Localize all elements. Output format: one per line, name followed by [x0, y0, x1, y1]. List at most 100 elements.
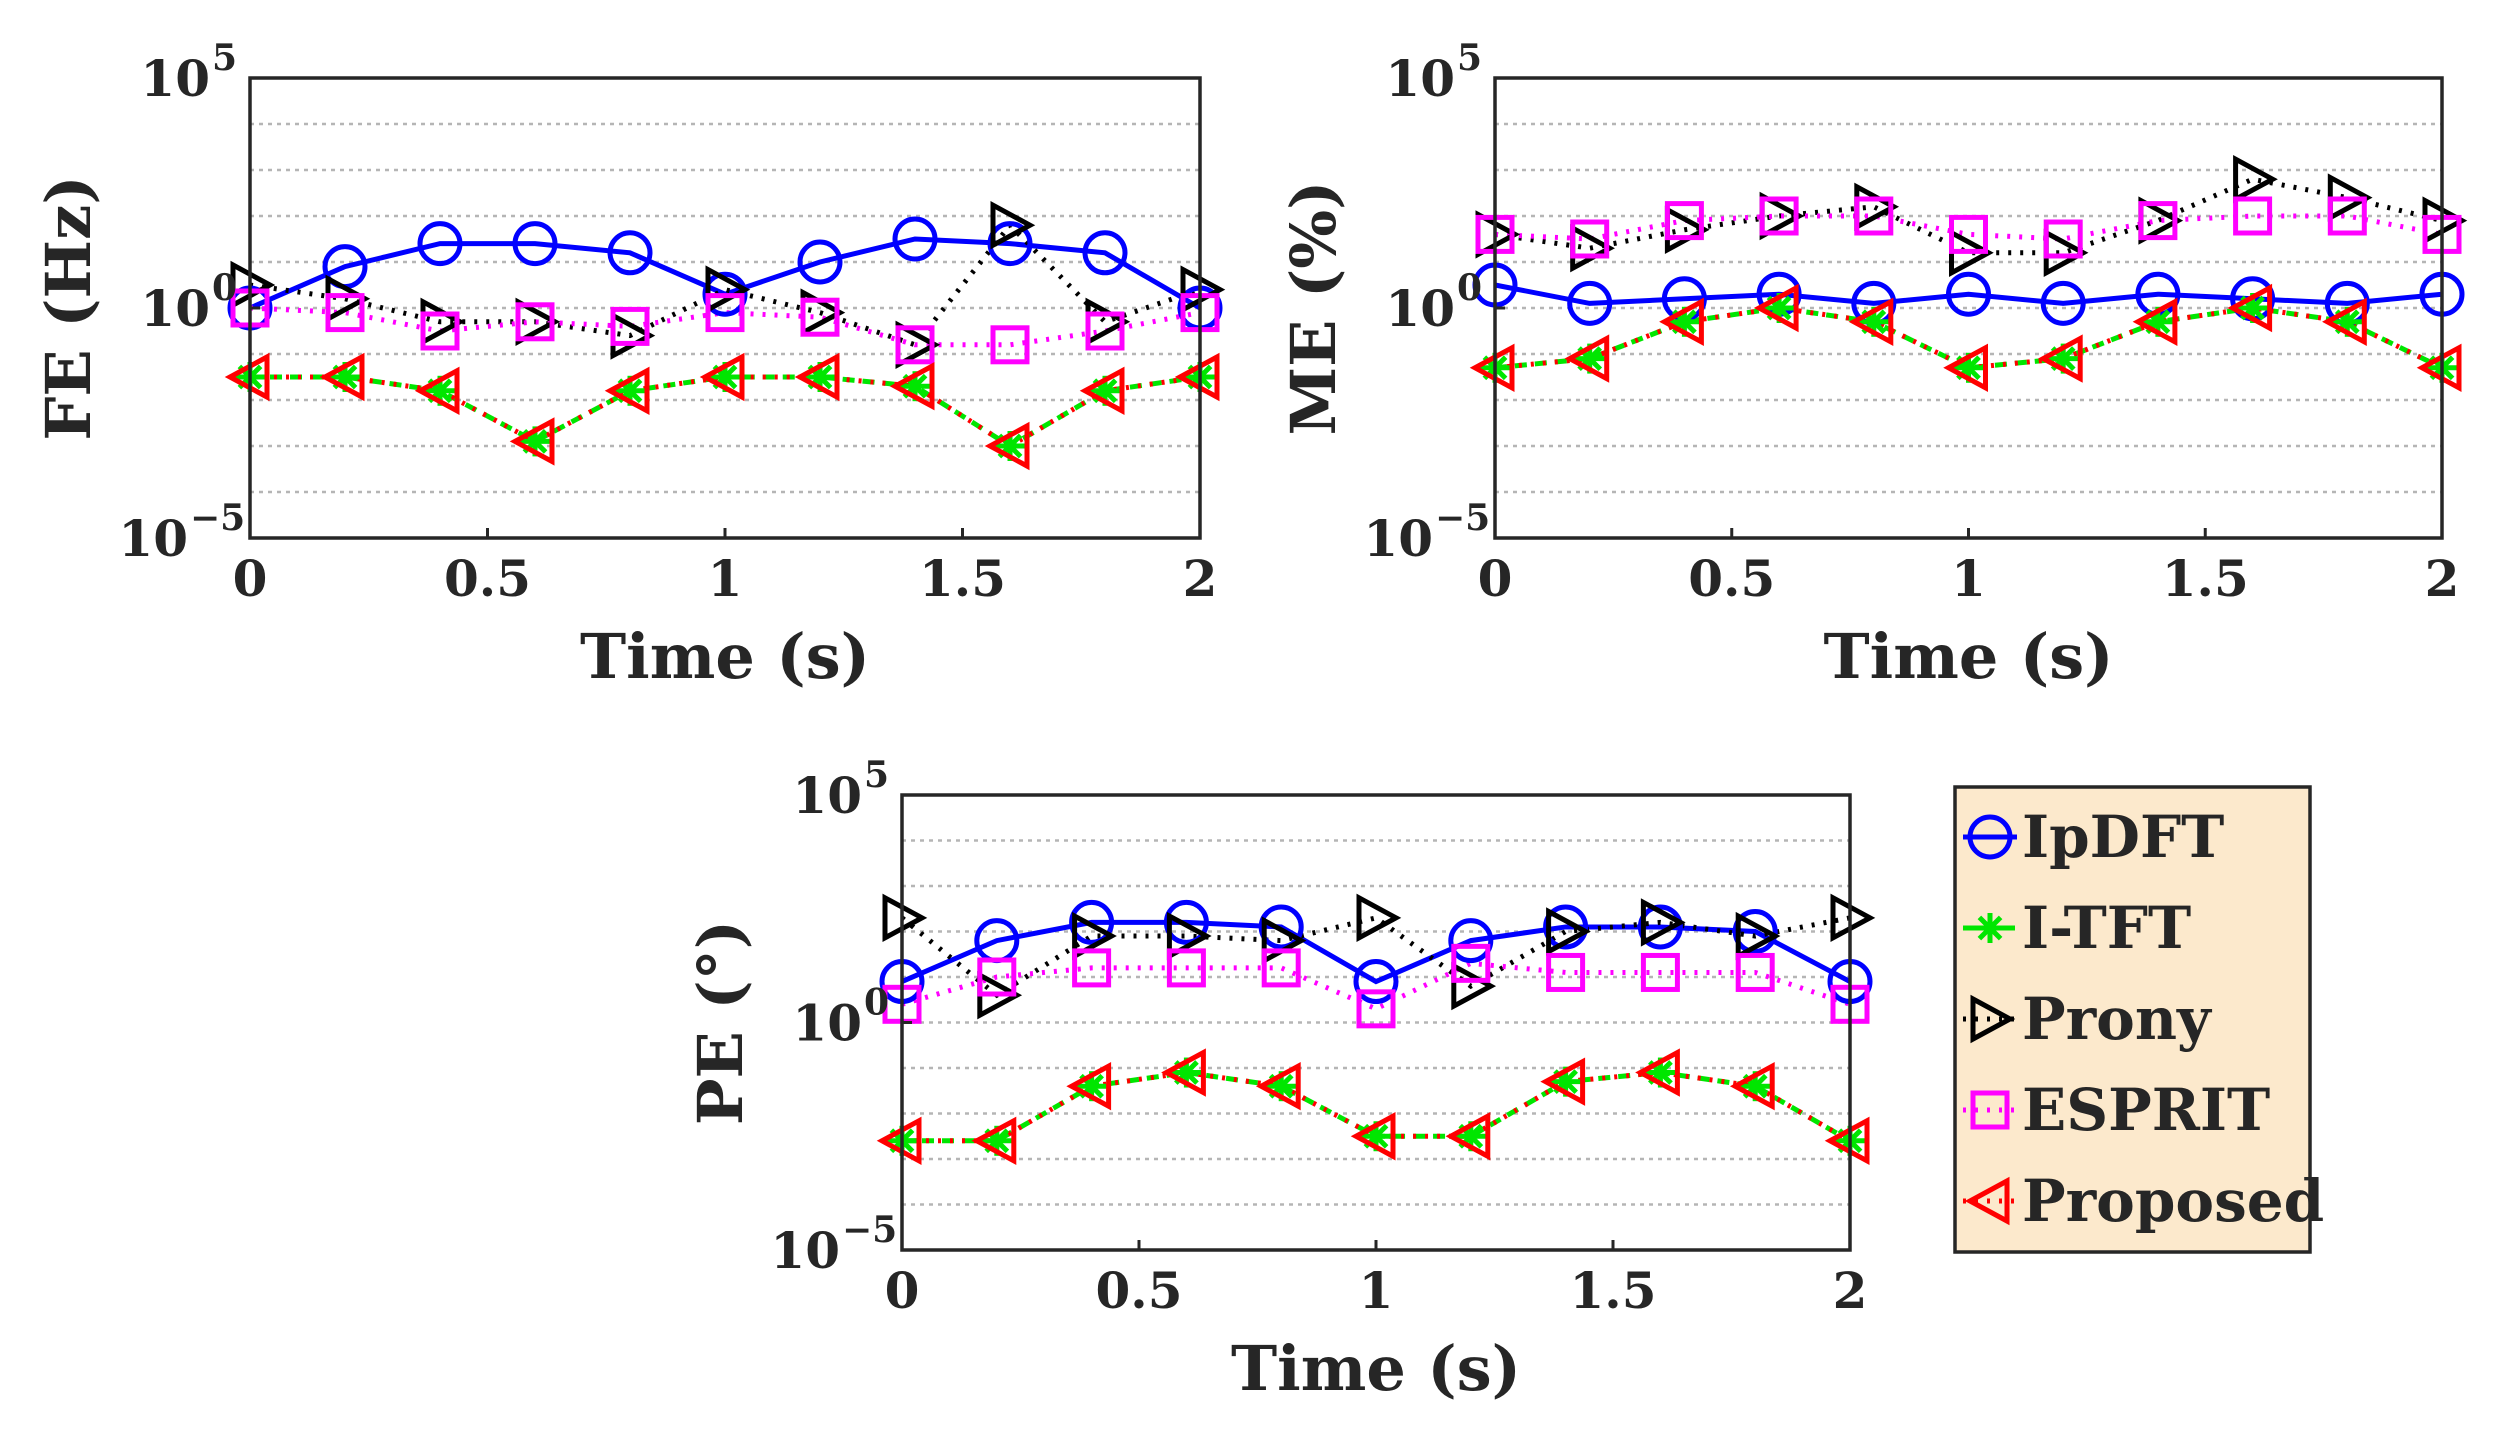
- data-point-ipdft-marker: [1567, 280, 1613, 326]
- gridlines: [1495, 122, 2442, 494]
- data-point-proposed-marker: [1848, 297, 1894, 346]
- data-point-esprit-marker: [1085, 311, 1125, 351]
- x-tick-label: 2: [1833, 1261, 1868, 1320]
- data-point-esprit-marker: [990, 325, 1030, 365]
- data-point-esprit-marker: [977, 957, 1017, 997]
- y-axis-label: ME (%): [1277, 180, 1350, 435]
- data-point-prony-marker: [1451, 961, 1497, 1011]
- series-line-ipdft: [901, 919, 1852, 985]
- x-tick-label: 1.5: [919, 549, 1006, 608]
- legend-i-tft-marker: [1975, 913, 2005, 943]
- series-line-i-tft: [1494, 305, 2444, 371]
- x-tick-label: 0: [233, 549, 268, 608]
- data-point-proposed-marker: [794, 352, 840, 402]
- y-tick-label: 10: [1385, 49, 1455, 108]
- data-point-ipdft-marker: [1353, 959, 1399, 1005]
- series-markers-esprit: [1475, 196, 2462, 259]
- data-point-esprit-marker: [1664, 201, 1704, 241]
- data-point-prony-marker: [1735, 911, 1781, 961]
- legend-prony-marker: [1970, 994, 2016, 1044]
- data-point-esprit-marker: [610, 306, 650, 346]
- data-point-ipdft-marker: [1946, 271, 1991, 317]
- data-point-proposed-marker: [1635, 1048, 1680, 1097]
- x-tick-label: 0: [885, 1261, 920, 1320]
- y-tick-label: 10: [118, 509, 188, 568]
- x-tick-label: 0.5: [1688, 549, 1775, 608]
- series-markers-esprit: [882, 943, 1870, 1029]
- series-group: [1469, 155, 2468, 392]
- x-tick-label: 1.5: [2162, 549, 2249, 608]
- y-tick-exponent: −5: [842, 1209, 897, 1251]
- data-point-esprit-marker: [1640, 952, 1680, 992]
- y-axis-label: PE (°): [684, 920, 757, 1125]
- data-point-ipdft-marker: [892, 216, 938, 262]
- data-point-esprit-marker: [1949, 214, 1988, 254]
- x-axis-label: Time (s): [580, 620, 870, 693]
- series-group: [876, 893, 1876, 1165]
- data-point-esprit-marker: [2233, 196, 2273, 236]
- data-point-ipdft-marker: [1082, 230, 1128, 276]
- data-point-esprit-marker: [1735, 952, 1775, 992]
- x-tick-label: 1: [1951, 549, 1986, 608]
- data-point-prony-marker: [1072, 911, 1117, 961]
- data-point-proposed-marker: [509, 417, 555, 466]
- series-markers-esprit: [230, 288, 1220, 365]
- data-point-proposed-marker: [1753, 283, 1799, 333]
- y-tick-exponent: 0: [864, 982, 889, 1024]
- data-point-prony-marker: [1640, 898, 1686, 947]
- data-point-proposed-marker: [2227, 283, 2273, 333]
- data-point-proposed-marker: [1066, 1062, 1112, 1111]
- data-point-esprit-marker: [325, 293, 365, 333]
- series-markers-ipdft: [227, 216, 1223, 331]
- y-tick-exponent: 0: [212, 267, 237, 309]
- data-point-proposed-marker: [1659, 297, 1704, 346]
- series-markers-i-tft: [235, 362, 1215, 461]
- x-ticks: 0 0.5 1 1.5 2: [1478, 528, 2460, 608]
- legend-label: IpDFT: [2022, 803, 2224, 871]
- data-point-esprit-marker: [1356, 989, 1396, 1029]
- series-markers-prony: [882, 893, 1876, 1020]
- x-tick-label: 1: [1359, 1261, 1394, 1320]
- y-tick-label: 10: [792, 994, 862, 1053]
- data-point-ipdft-marker: [607, 230, 653, 276]
- legend-label: ESPRIT: [2022, 1076, 2270, 1144]
- data-point-esprit-marker: [1261, 948, 1301, 988]
- x-tick-label: 2: [2425, 549, 2460, 608]
- data-point-proposed-marker: [2132, 297, 2178, 346]
- data-point-ipdft-marker: [512, 221, 558, 267]
- data-point-esprit-marker: [2043, 219, 2083, 259]
- series-line-prony: [1494, 176, 2443, 256]
- data-point-ipdft-marker: [2040, 280, 2086, 326]
- y-tick-exponent: 5: [864, 754, 889, 796]
- data-point-prony-marker: [2043, 228, 2089, 277]
- y-tick-exponent: −5: [1435, 497, 1490, 539]
- x-tick-label: 1.5: [1570, 1261, 1657, 1320]
- data-point-proposed-marker: [414, 366, 460, 415]
- data-point-proposed-marker: [1079, 366, 1125, 415]
- series-markers-proposed: [1469, 283, 2462, 392]
- series-line-esprit: [1494, 213, 2443, 242]
- data-point-ipdft-marker: [417, 221, 463, 267]
- y-tick-label: 10: [792, 766, 862, 825]
- data-point-ipdft-marker: [1543, 904, 1589, 950]
- y-tick-exponent: 5: [1457, 37, 1482, 79]
- series-line-ipdft: [1494, 282, 2443, 306]
- y-tick-label: 10: [1363, 509, 1433, 568]
- y-tick-label: 10: [770, 1221, 840, 1280]
- data-point-prony-marker: [1356, 893, 1402, 943]
- axes-box: [900, 793, 1852, 1252]
- legend: IpDFT I-TFT Prony ESPRIT Proposed: [1953, 785, 2324, 1254]
- data-point-proposed-marker: [604, 366, 650, 415]
- data-point-esprit-marker: [1451, 943, 1491, 983]
- data-point-proposed-marker: [699, 352, 745, 402]
- data-point-ipdft-marker: [1163, 899, 1209, 945]
- data-point-prony-marker: [1546, 907, 1591, 956]
- data-point-proposed-marker: [1255, 1062, 1301, 1111]
- x-ticks: 0 0.5 1 1.5 2: [233, 528, 1217, 608]
- data-point-esprit-marker: [800, 297, 840, 337]
